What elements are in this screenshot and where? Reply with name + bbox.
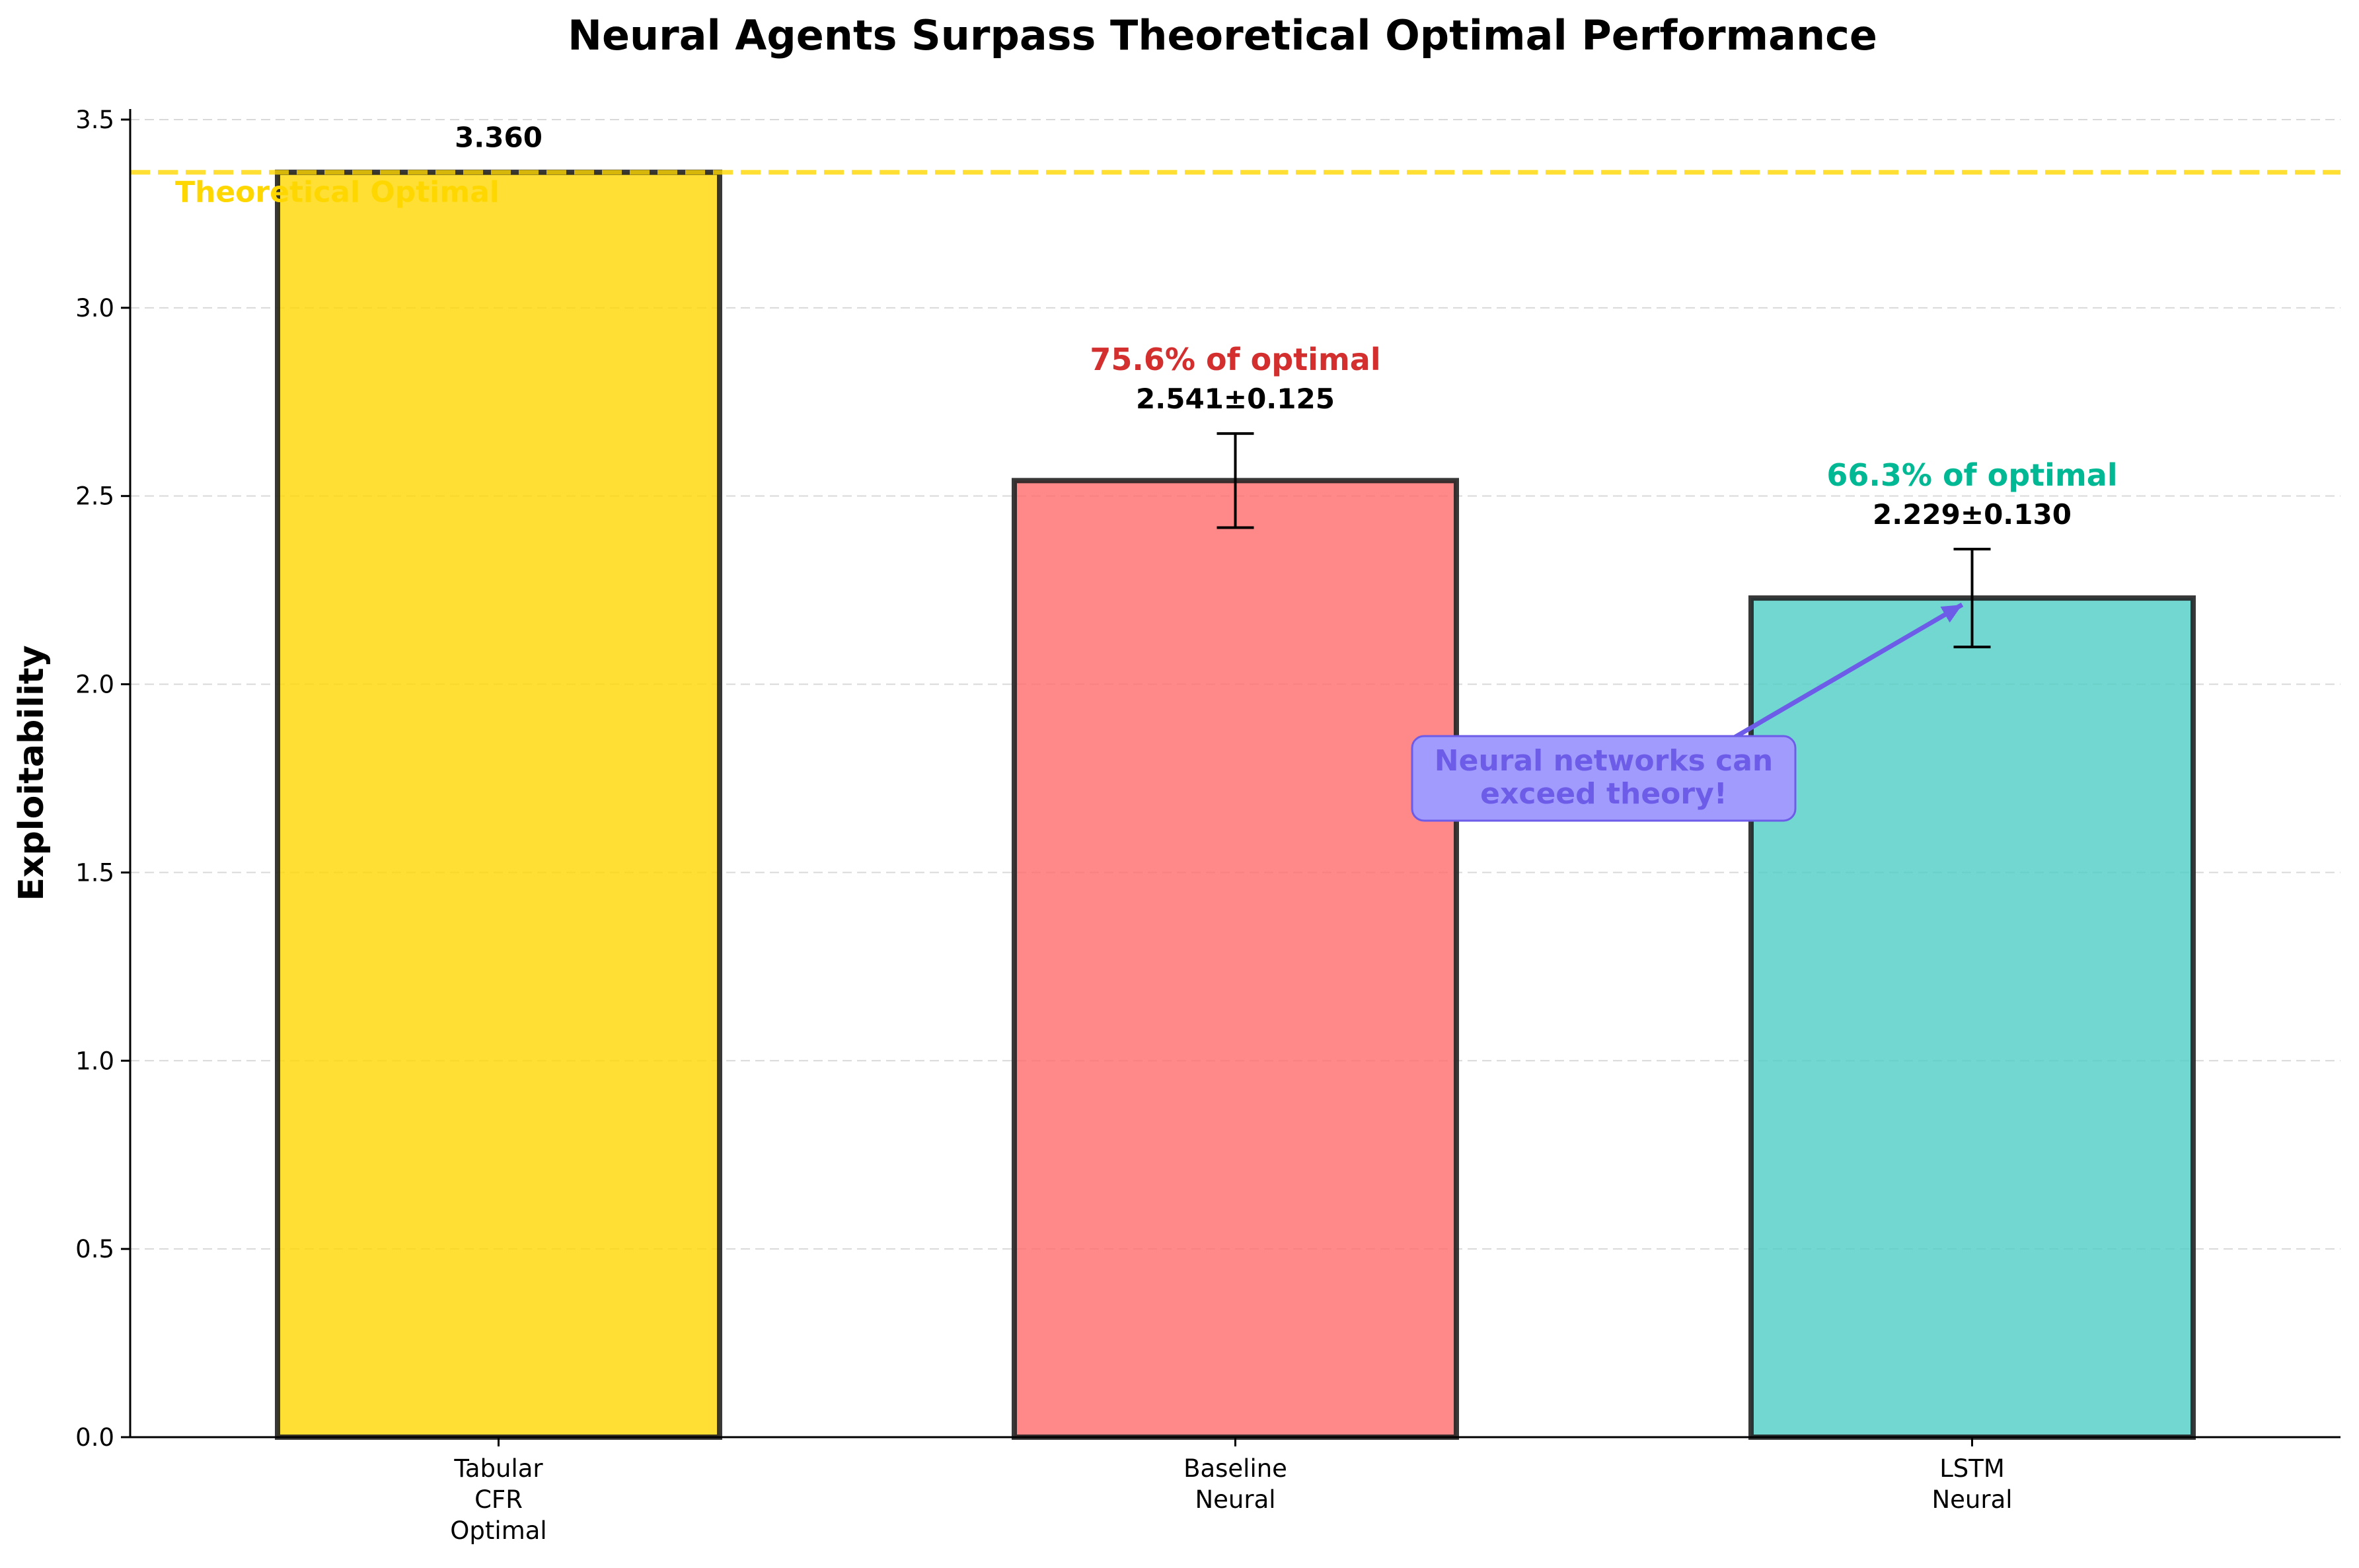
y-tick-label: 3.5 — [75, 106, 114, 134]
x-tick-label: Neural — [1195, 1485, 1275, 1514]
reference-line-group: Theoretical Optimal — [130, 170, 2340, 209]
y-tick-label: 2.5 — [75, 482, 114, 511]
percent-label: 75.6% of optimal — [1090, 342, 1380, 377]
annotation-box — [1411, 735, 1797, 822]
y-tick-label: 2.0 — [75, 671, 114, 699]
y-tick-label: 1.5 — [75, 858, 114, 887]
x-tick-label: Optimal — [450, 1516, 546, 1545]
y-axis-label: Exploitability — [12, 645, 52, 901]
x-tick-label: LSTM — [1939, 1454, 2005, 1483]
y-tick-label: 0.5 — [75, 1235, 114, 1263]
bar — [275, 169, 722, 1440]
value-label: 2.229±0.130 — [1873, 498, 2072, 531]
bar — [1748, 595, 2196, 1440]
y-tick-label: 1.0 — [75, 1047, 114, 1075]
x-tick-label: Neural — [1931, 1485, 2012, 1514]
x-tick-label: Tabular — [453, 1454, 543, 1483]
chart-title: Neural Agents Surpass Theoretical Optima… — [568, 11, 1877, 59]
reference-line-label: Theoretical Optimal — [175, 176, 500, 209]
x-tick-label: Baseline — [1183, 1454, 1287, 1483]
annotation-arrowhead — [1940, 605, 1963, 623]
value-label: 3.360 — [455, 122, 543, 154]
value-label: 2.541±0.125 — [1136, 383, 1335, 415]
y-tick-label: 3.0 — [75, 294, 114, 322]
annotation-text: exceed theory! — [1480, 777, 1727, 811]
error-bars — [1217, 432, 1991, 649]
bars — [275, 169, 2196, 1440]
bar — [1012, 478, 1459, 1440]
percent-label: 66.3% of optimal — [1826, 457, 2117, 493]
x-tick-label: CFR — [474, 1485, 523, 1514]
data-labels: 3.360 2.541±0.125 75.6% of optimal 2.229±0.… — [455, 122, 2118, 531]
annotation-arrow — [1708, 603, 1964, 755]
y-tick-label: 0.0 — [75, 1423, 114, 1452]
annotation-text: Neural networks can — [1435, 744, 1773, 778]
axes: 0.0 0.5 1.0 1.5 2.0 2.5 3.0 3.5 TabularCFROptima… — [75, 106, 2340, 1545]
